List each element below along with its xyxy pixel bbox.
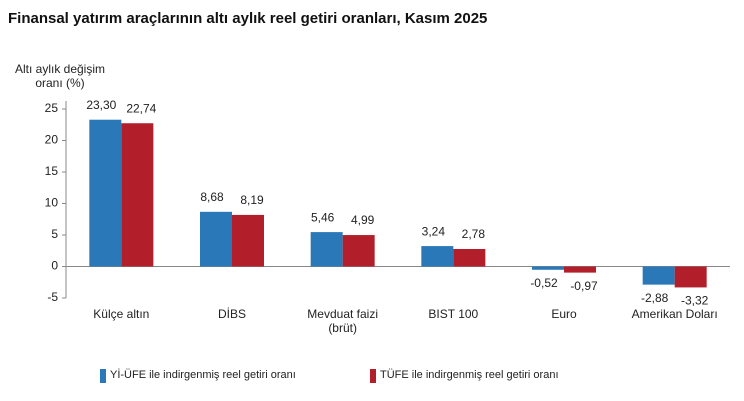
bar xyxy=(564,266,596,273)
legend-label: TÜFE ile indirgenmiş reel getiri oranı xyxy=(380,369,559,381)
value-label: 23,30 xyxy=(86,98,116,112)
value-label: -3,32 xyxy=(681,294,709,308)
y-tick-label: 15 xyxy=(45,164,59,178)
x-tick-label: Mevduat faizi (brüt) xyxy=(307,307,378,335)
y-tick-label: 10 xyxy=(45,196,59,210)
value-label: -0,52 xyxy=(530,276,558,290)
bar xyxy=(89,119,122,267)
y-tick-label: 25 xyxy=(45,101,59,115)
value-label: 5,46 xyxy=(311,210,335,224)
value-label: 8,68 xyxy=(200,190,224,204)
legend-label: Yİ-ÜFE ile indirgenmiş reel getiri oranı xyxy=(110,369,296,381)
bar xyxy=(121,123,154,267)
x-tick-label: DİBS xyxy=(217,307,246,321)
y-tick-label: 5 xyxy=(51,227,58,241)
bar xyxy=(421,246,454,267)
value-label: -2,88 xyxy=(641,291,669,305)
value-label: 22,74 xyxy=(126,101,156,115)
y-tick-label: 20 xyxy=(45,133,59,147)
bar xyxy=(232,214,264,267)
bar xyxy=(342,235,375,267)
y-tick-label: -5 xyxy=(47,290,58,304)
bar xyxy=(642,266,675,285)
x-tick-label: BIST 100 xyxy=(428,307,479,321)
bar xyxy=(532,266,564,270)
value-label: 4,99 xyxy=(351,213,375,227)
legend-swatch xyxy=(370,369,376,383)
legend-swatch xyxy=(100,369,106,383)
bar xyxy=(453,248,486,267)
value-label: 2,78 xyxy=(462,227,486,241)
bar xyxy=(674,266,707,288)
value-label: -0,97 xyxy=(570,279,598,293)
bar xyxy=(200,211,232,267)
y-axis-label: Altı aylık değişim oranı (%) xyxy=(14,62,106,90)
x-tick-label: Külçe altın xyxy=(93,307,150,321)
x-tick-label: Euro xyxy=(551,307,577,321)
value-label: 3,24 xyxy=(422,224,446,238)
bar xyxy=(310,232,343,267)
value-label: 8,19 xyxy=(240,193,264,207)
y-tick-label: 0 xyxy=(51,259,58,273)
chart-title: Finansal yatırım araçlarının altı aylık … xyxy=(8,10,488,27)
x-tick-label: Amerikan Doları xyxy=(631,307,718,321)
